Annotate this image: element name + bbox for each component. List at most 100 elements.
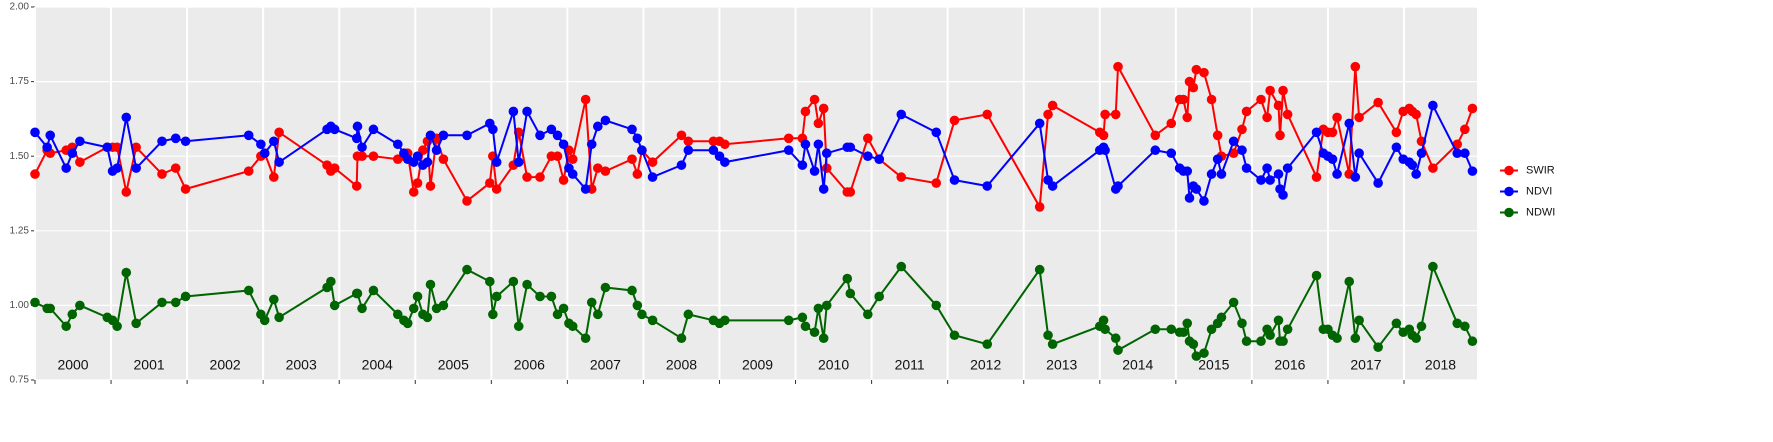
point: [783, 145, 794, 156]
point: [112, 321, 122, 332]
point: [485, 178, 495, 188]
x-tick-label: 2003: [286, 357, 317, 373]
point: [821, 148, 832, 159]
point: [647, 315, 658, 326]
point: [1256, 175, 1266, 185]
point: [632, 169, 643, 179]
point: [797, 160, 808, 170]
point: [30, 127, 40, 138]
point: [627, 285, 637, 296]
x-tick-label: 2002: [210, 357, 241, 373]
point: [157, 297, 167, 308]
point: [600, 282, 611, 293]
point: [1311, 270, 1322, 281]
point: [131, 142, 141, 153]
point: [1113, 345, 1123, 355]
point: [1373, 178, 1383, 188]
point: [1188, 339, 1199, 349]
point: [809, 94, 820, 105]
point: [269, 294, 279, 305]
point: [1350, 61, 1361, 72]
point: [112, 163, 122, 173]
point: [1206, 94, 1217, 105]
point: [1278, 85, 1288, 96]
point: [121, 187, 132, 197]
point: [75, 157, 85, 167]
point: [462, 264, 472, 275]
point: [813, 303, 824, 314]
point: [949, 330, 960, 341]
point: [874, 291, 885, 302]
point: [1182, 166, 1193, 176]
point: [1241, 106, 1252, 117]
point: [558, 139, 569, 150]
point: [552, 309, 563, 320]
point: [1467, 336, 1478, 347]
point: [593, 309, 603, 320]
point: [863, 151, 873, 161]
point: [1098, 315, 1109, 326]
point: [170, 297, 181, 308]
point: [1191, 184, 1202, 194]
point: [30, 297, 40, 308]
point: [558, 175, 569, 185]
point: [368, 124, 379, 135]
x-tick-label: 2012: [970, 357, 1001, 373]
x-tick-label: 2015: [1198, 357, 1229, 373]
point: [708, 145, 719, 156]
point: [1212, 154, 1223, 164]
point: [269, 172, 279, 182]
point: [1034, 264, 1045, 275]
point: [842, 273, 853, 284]
legend-key: [1504, 207, 1514, 218]
point: [488, 124, 498, 135]
point: [600, 166, 611, 176]
point: [720, 315, 730, 326]
point: [1428, 100, 1438, 111]
point: [1110, 109, 1121, 120]
y-tick-label: 1.25: [10, 225, 30, 236]
point: [488, 309, 498, 320]
point: [329, 300, 340, 311]
point: [552, 151, 563, 161]
point: [438, 300, 449, 311]
point: [800, 139, 811, 150]
point: [180, 184, 191, 194]
point: [580, 94, 591, 105]
point: [1273, 100, 1284, 111]
point: [1100, 109, 1110, 120]
x-tick-label: 2008: [666, 357, 697, 373]
point: [720, 157, 730, 167]
point: [1273, 169, 1284, 179]
point: [412, 291, 423, 302]
point: [1428, 163, 1438, 173]
point: [1191, 351, 1202, 361]
point: [368, 151, 379, 161]
point: [1344, 276, 1355, 287]
point: [1416, 321, 1427, 332]
point: [1199, 348, 1209, 358]
point: [274, 157, 284, 167]
x-tick-label: 2011: [895, 357, 925, 373]
point: [67, 309, 78, 320]
point: [1237, 124, 1247, 135]
panel: [35, 7, 1477, 380]
point: [813, 118, 824, 129]
y-tick-label: 2.00: [10, 2, 30, 13]
point: [1206, 324, 1217, 335]
point: [546, 291, 557, 302]
point: [632, 133, 643, 144]
point: [422, 312, 433, 323]
point: [1110, 333, 1121, 344]
point: [1228, 297, 1239, 308]
point: [326, 276, 336, 287]
point: [1354, 315, 1364, 326]
point: [1188, 82, 1199, 93]
point: [1460, 321, 1470, 332]
x-tick-label: 2000: [57, 357, 88, 373]
point: [1452, 318, 1463, 329]
point: [982, 109, 993, 120]
point: [720, 139, 730, 150]
point: [491, 291, 502, 302]
point: [180, 291, 191, 302]
